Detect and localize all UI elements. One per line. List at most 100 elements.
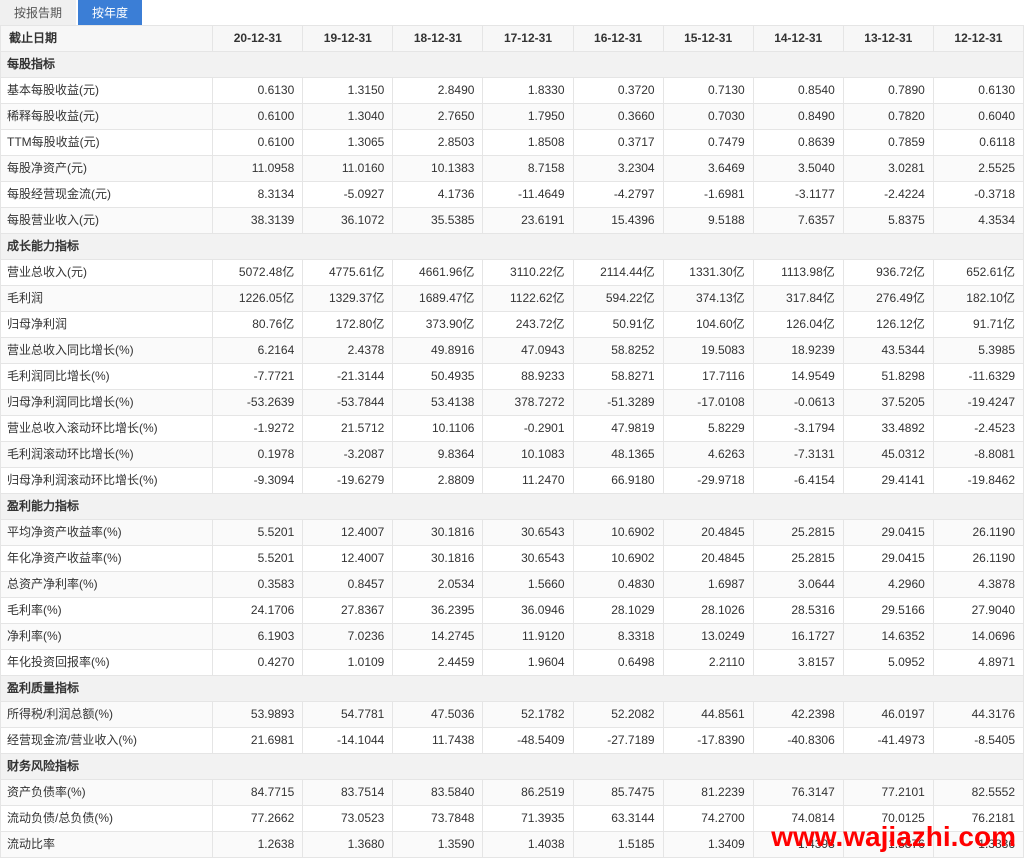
cell-value: 0.8457 — [303, 572, 393, 598]
cell-value: 1113.98亿 — [753, 260, 843, 286]
tab-by-report-period[interactable]: 按报告期 — [0, 0, 76, 25]
cell-value: 50.4935 — [393, 364, 483, 390]
cell-value: 50.91亿 — [573, 312, 663, 338]
cell-value: 0.8540 — [753, 78, 843, 104]
cell-value: 28.1026 — [663, 598, 753, 624]
table-row: 资产负债率(%)84.771583.751483.584086.251985.7… — [1, 780, 1024, 806]
section-header: 财务风险指标 — [1, 754, 1024, 780]
cell-value: -11.4649 — [483, 182, 573, 208]
table-row: 所得税/利润总额(%)53.989354.778147.503652.17825… — [1, 702, 1024, 728]
cell-value: 1.5185 — [573, 832, 663, 858]
cell-value: 4.6263 — [663, 442, 753, 468]
cell-value: -6.4154 — [753, 468, 843, 494]
row-label: 毛利润滚动环比增长(%) — [1, 442, 213, 468]
cell-value: 21.5712 — [303, 416, 393, 442]
cell-value: 1331.30亿 — [663, 260, 753, 286]
cell-value: 85.7475 — [573, 780, 663, 806]
row-label: 归母净利润 — [1, 312, 213, 338]
cell-value: 1329.37亿 — [303, 286, 393, 312]
cell-value: 0.6118 — [933, 130, 1023, 156]
table-row: 归母净利润同比增长(%)-53.2639-53.784453.4138378.7… — [1, 390, 1024, 416]
cell-value: 77.2101 — [843, 780, 933, 806]
header-date: 16-12-31 — [573, 26, 663, 52]
cell-value: 73.7848 — [393, 806, 483, 832]
table-row: 稀释每股收益(元)0.61001.30402.76501.79500.36600… — [1, 104, 1024, 130]
cell-value: 8.7158 — [483, 156, 573, 182]
header-date: 14-12-31 — [753, 26, 843, 52]
cell-value: 5.0952 — [843, 650, 933, 676]
cell-value: 11.0958 — [213, 156, 303, 182]
cell-value: 2.8503 — [393, 130, 483, 156]
cell-value: 936.72亿 — [843, 260, 933, 286]
table-row: 毛利润滚动环比增长(%)0.1978-3.20879.836410.108348… — [1, 442, 1024, 468]
cell-value: -14.1044 — [303, 728, 393, 754]
cell-value: 10.1106 — [393, 416, 483, 442]
cell-value: -41.4973 — [843, 728, 933, 754]
cell-value: 15.4396 — [573, 208, 663, 234]
cell-value: 378.7272 — [483, 390, 573, 416]
cell-value: 652.61亿 — [933, 260, 1023, 286]
section-title: 财务风险指标 — [1, 754, 1024, 780]
cell-value: 1.2638 — [213, 832, 303, 858]
cell-value: -19.4247 — [933, 390, 1023, 416]
row-label: 毛利率(%) — [1, 598, 213, 624]
row-label: 营业总收入同比增长(%) — [1, 338, 213, 364]
table-row: 流动比率1.26381.36801.35901.40381.51851.3409… — [1, 832, 1024, 858]
cell-value: 43.5344 — [843, 338, 933, 364]
financial-table: 截止日期 20-12-31 19-12-31 18-12-31 17-12-31… — [0, 25, 1024, 858]
cell-value: 29.0415 — [843, 546, 933, 572]
cell-value: 3.0281 — [843, 156, 933, 182]
cell-value: 243.72亿 — [483, 312, 573, 338]
row-label: 营业总收入(元) — [1, 260, 213, 286]
cell-value: -17.0108 — [663, 390, 753, 416]
section-title: 每股指标 — [1, 52, 1024, 78]
cell-value: 276.49亿 — [843, 286, 933, 312]
cell-value: 5.8375 — [843, 208, 933, 234]
cell-value: 0.7820 — [843, 104, 933, 130]
cell-value: 1.5876 — [843, 832, 933, 858]
cell-value: 104.60亿 — [663, 312, 753, 338]
cell-value: 49.8916 — [393, 338, 483, 364]
cell-value: 0.6498 — [573, 650, 663, 676]
cell-value: 1.0109 — [303, 650, 393, 676]
cell-value: -53.2639 — [213, 390, 303, 416]
cell-value: 63.3144 — [573, 806, 663, 832]
cell-value: 0.6130 — [213, 78, 303, 104]
cell-value: 36.1072 — [303, 208, 393, 234]
table-row: 经营现金流/营业收入(%)21.6981-14.104411.7438-48.5… — [1, 728, 1024, 754]
cell-value: -2.4523 — [933, 416, 1023, 442]
cell-value: 1.7950 — [483, 104, 573, 130]
cell-value: 70.0125 — [843, 806, 933, 832]
cell-value: 58.8271 — [573, 364, 663, 390]
cell-value: 1.3336 — [933, 832, 1023, 858]
cell-value: 2.2110 — [663, 650, 753, 676]
section-title: 盈利质量指标 — [1, 676, 1024, 702]
cell-value: 17.7116 — [663, 364, 753, 390]
cell-value: 1.3040 — [303, 104, 393, 130]
cell-value: 76.2181 — [933, 806, 1023, 832]
row-label: 流动负债/总负债(%) — [1, 806, 213, 832]
row-label: 每股营业收入(元) — [1, 208, 213, 234]
table-row: 平均净资产收益率(%)5.520112.400730.181630.654310… — [1, 520, 1024, 546]
cell-value: -29.9718 — [663, 468, 753, 494]
cell-value: 5.8229 — [663, 416, 753, 442]
cell-value: -48.5409 — [483, 728, 573, 754]
cell-value: 37.5205 — [843, 390, 933, 416]
row-label: 营业总收入滚动环比增长(%) — [1, 416, 213, 442]
row-label: 稀释每股收益(元) — [1, 104, 213, 130]
cell-value: 5072.48亿 — [213, 260, 303, 286]
cell-value: -9.3094 — [213, 468, 303, 494]
cell-value: 4775.61亿 — [303, 260, 393, 286]
cell-value: -40.8306 — [753, 728, 843, 754]
row-label: 年化净资产收益率(%) — [1, 546, 213, 572]
cell-value: 11.7438 — [393, 728, 483, 754]
cell-value: 1689.47亿 — [393, 286, 483, 312]
table-row: 归母净利润80.76亿172.80亿373.90亿243.72亿50.91亿10… — [1, 312, 1024, 338]
tab-by-year[interactable]: 按年度 — [78, 0, 142, 25]
cell-value: 11.9120 — [483, 624, 573, 650]
cell-value: 3.0644 — [753, 572, 843, 598]
cell-value: 10.1383 — [393, 156, 483, 182]
tab-bar: 按报告期 按年度 — [0, 0, 1024, 25]
row-label: 归母净利润滚动环比增长(%) — [1, 468, 213, 494]
cell-value: -0.3718 — [933, 182, 1023, 208]
